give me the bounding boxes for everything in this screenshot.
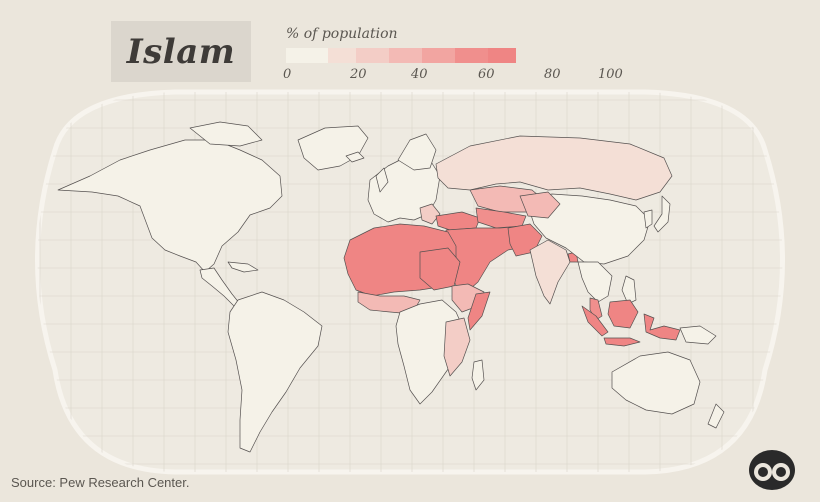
xinjiang [519,191,561,219]
sumatra [581,305,609,337]
legend-tick-20: 20 [350,67,367,82]
korea [643,209,653,229]
iceland [345,151,365,163]
source-note: Source: Pew Research Center. [11,475,190,490]
borneo [607,299,639,329]
north-america [57,139,283,273]
tanzania-mozambique [443,317,471,377]
sulawesi-papua [643,313,681,341]
legend-swatch-5 [455,48,488,63]
legend-swatch-3 [389,48,422,63]
balkans [419,203,441,225]
java [603,337,641,347]
legend-tick-80: 80 [544,67,561,82]
philippines [621,275,637,305]
legend-swatch-6 [488,48,516,63]
cuba [227,261,259,273]
legend-swatch-0 [286,48,328,63]
legend-tick-100: 100 [598,67,623,82]
legend-swatch-2 [356,48,389,63]
legend-tick-40: 40 [411,67,428,82]
scandinavia [397,133,437,171]
legend-tick-60: 60 [478,67,495,82]
australia [611,351,701,415]
indochina [577,261,613,303]
legend-tick-0: 0 [283,67,292,82]
arctic-islands [189,121,263,147]
madagascar [471,359,485,391]
india [529,239,571,305]
russia [435,135,673,201]
south-america [227,291,323,453]
legend-swatch-4 [422,48,455,63]
china [525,193,651,265]
logo [749,450,795,490]
legend-swatch-1 [328,48,356,63]
new-guinea [679,325,717,345]
map-title: Islam [126,31,236,72]
new-zealand [707,403,725,429]
legend-scale [286,48,516,63]
somalia [467,291,491,331]
japan [653,195,671,233]
title-box: Islam [111,21,251,82]
uk [375,167,389,193]
legend-title: % of population [286,26,398,42]
